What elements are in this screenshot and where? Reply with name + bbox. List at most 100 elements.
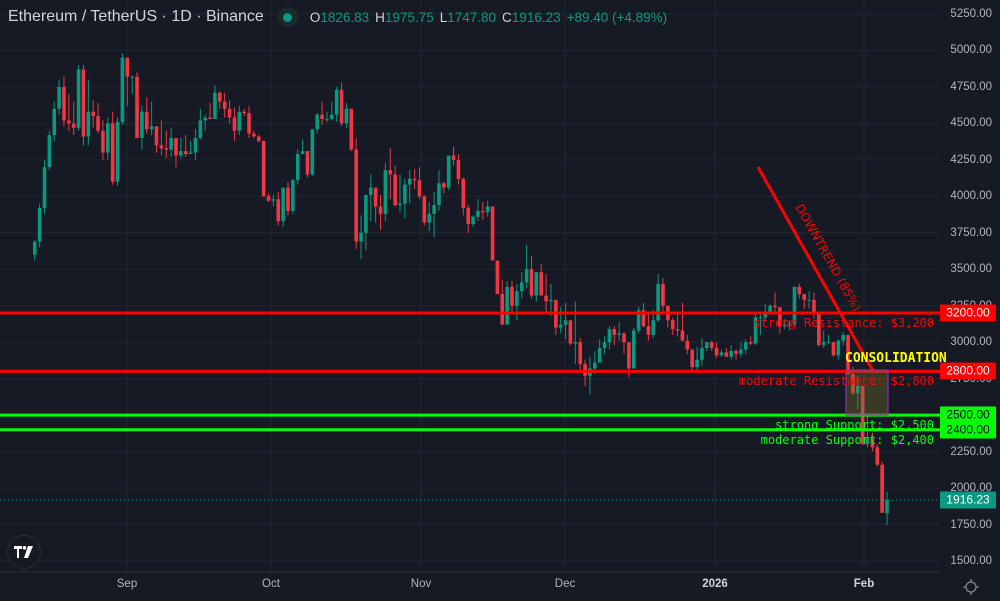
price-change: +89.40 (+4.89%) xyxy=(566,9,668,25)
candle xyxy=(417,167,422,200)
candle xyxy=(422,194,427,226)
candle xyxy=(242,108,246,117)
candle xyxy=(393,165,397,207)
strong-resistance-label: strong Resistance: $3,200 xyxy=(753,316,934,331)
candle xyxy=(802,294,807,309)
candle xyxy=(403,178,407,219)
candle xyxy=(787,320,792,331)
candle xyxy=(305,151,310,178)
candle xyxy=(661,278,665,314)
candle xyxy=(398,174,402,213)
horizontal-levels xyxy=(0,311,940,432)
symbol-legend: Ethereum / TetherUS · 1D · Binance O1826… xyxy=(8,6,667,28)
candle xyxy=(607,326,612,350)
candle xyxy=(831,342,836,357)
candle xyxy=(198,108,203,140)
candle xyxy=(359,215,363,260)
candle xyxy=(266,193,271,203)
candle xyxy=(855,375,860,410)
candle xyxy=(222,92,227,118)
candle xyxy=(670,317,675,335)
moderate-support-price-tag: 2400.00 xyxy=(940,421,996,439)
candle xyxy=(388,148,393,200)
settings-gear-icon[interactable] xyxy=(962,578,980,596)
candle xyxy=(729,345,733,360)
strong-resistance-price-tag: 3200.00 xyxy=(940,304,996,322)
candle xyxy=(174,137,178,168)
price-tick-label: 4250.00 xyxy=(950,153,992,166)
tradingview-logo-icon[interactable] xyxy=(7,535,41,569)
candle xyxy=(407,170,412,204)
candle xyxy=(646,311,651,341)
candle xyxy=(705,342,709,351)
candle xyxy=(432,191,436,238)
candle xyxy=(271,194,276,207)
candle xyxy=(651,310,656,338)
candle xyxy=(875,444,880,467)
price-tick-label: 3500.00 xyxy=(950,263,992,276)
candle xyxy=(719,349,724,357)
candle xyxy=(125,57,130,106)
candle xyxy=(476,199,480,222)
candle xyxy=(144,97,149,134)
strong-support-label: strong Support: $2,500 xyxy=(775,418,934,433)
candle xyxy=(368,174,373,222)
candle xyxy=(685,334,690,354)
price-tick-label: 2000.00 xyxy=(950,482,992,495)
strong-support-price-tag: 2500.00 xyxy=(940,406,996,424)
last-price-tag: 1916.23 xyxy=(940,491,996,509)
candle xyxy=(213,85,217,120)
price-tick-label: 4500.00 xyxy=(950,117,992,130)
candle xyxy=(563,302,568,340)
candle xyxy=(232,107,237,141)
candle xyxy=(37,203,42,248)
candle xyxy=(310,129,315,176)
candle xyxy=(276,191,281,226)
candle xyxy=(641,302,646,328)
candle xyxy=(349,108,354,152)
candle xyxy=(549,283,553,316)
candle xyxy=(485,200,490,217)
candle xyxy=(81,65,86,146)
candle xyxy=(281,187,285,227)
candle xyxy=(32,240,37,261)
candle xyxy=(451,146,456,166)
candle xyxy=(261,140,266,197)
candle xyxy=(315,113,320,134)
downtrend-line xyxy=(756,166,875,372)
price-tick-label: 1750.00 xyxy=(950,518,992,531)
market-status-icon[interactable] xyxy=(277,7,298,27)
consolidation-box xyxy=(845,369,889,416)
price-tick-label: 3750.00 xyxy=(950,226,992,239)
candle xyxy=(339,82,344,127)
candle xyxy=(354,137,358,249)
symbol-title[interactable]: Ethereum / TetherUS · 1D · Binance xyxy=(8,8,264,25)
candle xyxy=(617,321,621,341)
candle xyxy=(568,320,573,346)
candle xyxy=(758,314,763,335)
candle xyxy=(792,286,797,327)
candle xyxy=(490,206,495,261)
candle xyxy=(836,339,841,360)
candle xyxy=(130,75,134,95)
candle xyxy=(807,291,811,309)
candle xyxy=(817,313,821,347)
candle xyxy=(383,162,388,222)
candle xyxy=(325,111,329,122)
candle xyxy=(597,339,602,363)
candle xyxy=(91,100,95,128)
candle xyxy=(821,330,826,349)
consolidation-label: CONSOLIDATION xyxy=(845,351,947,366)
candle xyxy=(739,342,743,357)
time-tick-label: Sep xyxy=(116,578,138,590)
candle xyxy=(480,202,485,220)
candle xyxy=(203,114,207,131)
candle xyxy=(334,86,339,122)
candle xyxy=(169,127,173,157)
candle xyxy=(437,170,441,211)
candle xyxy=(330,101,334,121)
candle xyxy=(183,135,188,157)
candle xyxy=(193,129,198,160)
